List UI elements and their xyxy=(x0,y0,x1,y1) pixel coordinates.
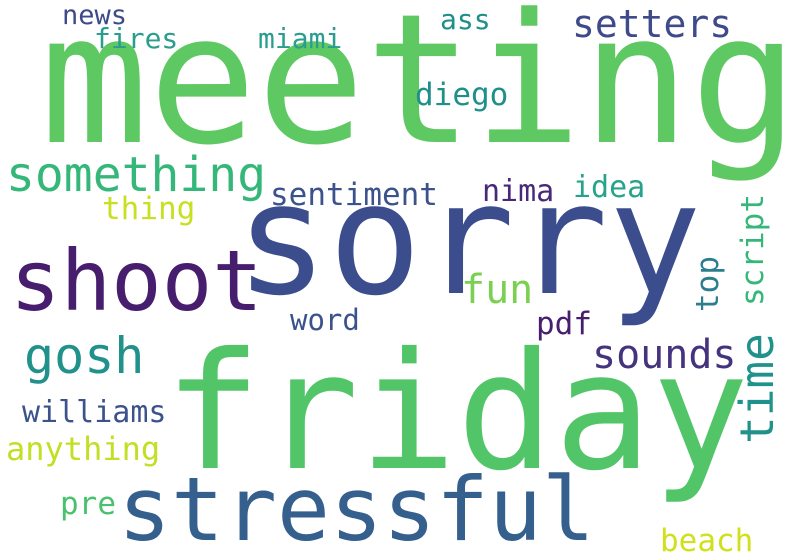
word-gosh: gosh xyxy=(24,327,145,385)
word-time: time xyxy=(730,333,784,444)
word-ass: ass xyxy=(440,3,491,36)
word-thing: thing xyxy=(102,191,196,227)
word-shoot: shoot xyxy=(10,232,263,330)
word-fires: fires xyxy=(94,22,179,55)
word-sounds: sounds xyxy=(592,332,737,378)
word-diego: diego xyxy=(415,77,509,113)
word-top: top xyxy=(690,256,726,312)
word-something: something xyxy=(6,147,267,203)
word-idea: idea xyxy=(573,170,646,205)
word-news: news xyxy=(62,0,128,31)
word-anything: anything xyxy=(6,430,161,468)
word-script: script xyxy=(735,194,771,306)
word-pdf: pdf xyxy=(536,306,592,342)
word-nima: nima xyxy=(482,174,555,209)
word-friday: friday xyxy=(164,319,750,507)
word-williams: williams xyxy=(22,395,167,430)
word-fun: fun xyxy=(461,267,534,313)
word-beach: beach xyxy=(660,523,754,559)
word-sentiment: sentiment xyxy=(270,177,438,213)
word-setters: setters xyxy=(572,2,733,46)
word-pre: pre xyxy=(60,486,116,522)
word-stressful: stressful xyxy=(118,458,595,560)
word-sorry: sorry xyxy=(235,149,702,330)
word-miami: miami xyxy=(258,22,343,55)
word-meeting: meeting xyxy=(40,0,799,185)
word-word: word xyxy=(290,303,360,337)
